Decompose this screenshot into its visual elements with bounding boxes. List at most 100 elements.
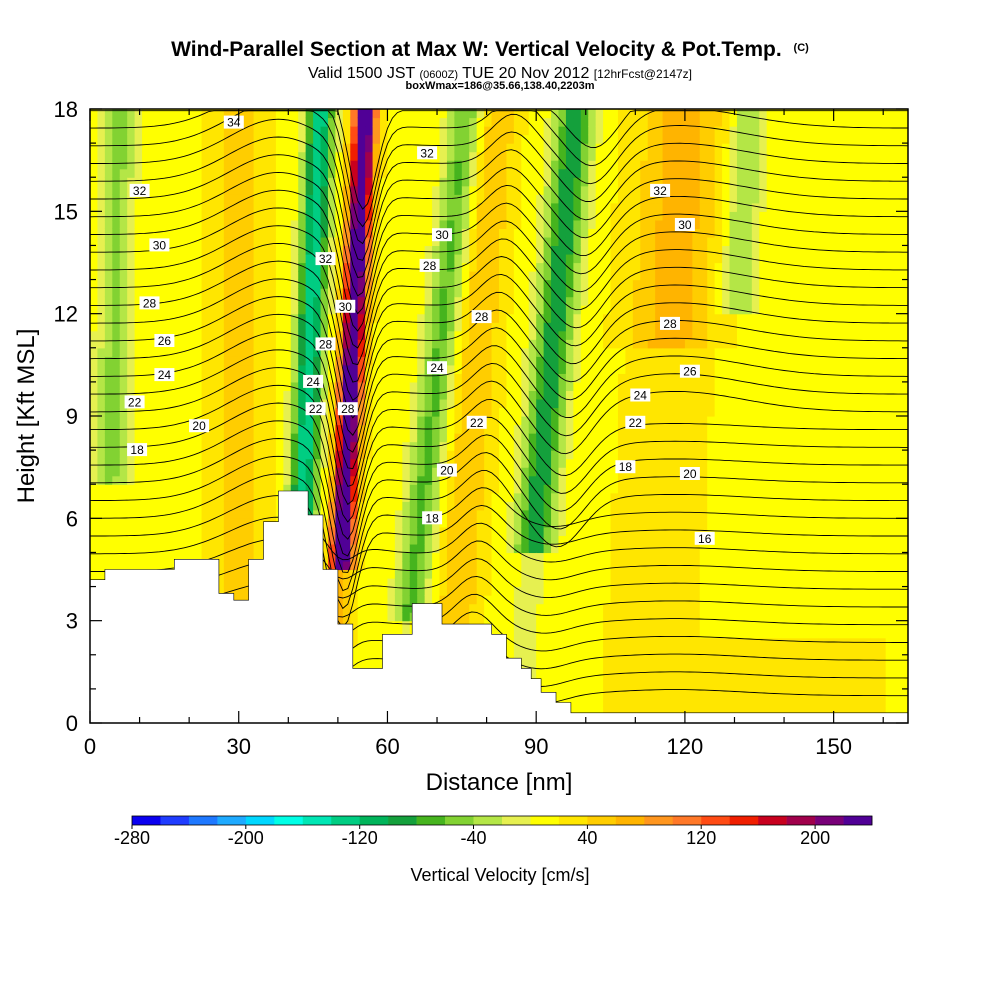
velocity-cell [580,364,589,374]
velocity-cell [327,202,336,212]
velocity-cell [469,595,478,605]
velocity-cell [90,569,99,579]
velocity-cell [179,296,188,306]
velocity-cell [402,612,411,622]
velocity-cell [469,398,478,409]
velocity-cell [216,416,225,426]
velocity-cell [127,373,136,383]
velocity-cell [506,364,515,374]
velocity-cell [380,535,389,545]
velocity-cell [290,398,299,409]
velocity-cell [97,441,106,451]
velocity-cell [446,492,455,502]
velocity-cell [491,143,500,153]
velocity-cell [439,305,448,315]
velocity-cell [588,501,597,511]
velocity-cell [394,168,403,178]
velocity-cell [156,211,165,221]
velocity-cell [238,484,247,494]
velocity-cell [387,177,396,187]
velocity-cell [469,450,478,460]
velocity-cell [268,313,277,323]
velocity-cell [536,339,545,349]
velocity-cell [142,202,151,212]
velocity-cell [387,253,396,264]
velocity-cell [513,305,522,315]
velocity-cell [231,484,240,494]
velocity-cell [603,578,612,588]
velocity-cell [268,433,277,443]
velocity-cell [402,305,411,315]
velocity-cell [513,143,522,153]
velocity-cell [543,134,552,144]
velocity-cell [104,398,113,409]
velocity-cell [320,450,329,460]
velocity-cell [372,151,381,161]
velocity-cell [565,381,574,392]
velocity-cell [194,126,203,136]
velocity-cell [565,458,574,468]
velocity-cell [216,535,225,545]
velocity-cell [313,117,322,127]
velocity-cell [142,262,151,272]
velocity-cell [231,143,240,153]
velocity-cell [335,313,344,323]
velocity-cell [208,143,218,153]
velocity-cell [446,253,455,264]
velocity-cell [119,109,128,119]
velocity-cell [424,228,433,238]
velocity-cell [461,168,470,178]
velocity-cell [156,560,165,571]
velocity-cell [127,416,136,426]
velocity-cell [387,441,396,451]
velocity-cell [402,552,411,562]
velocity-cell [365,151,374,161]
velocity-cell [551,339,560,349]
velocity-cell [372,603,381,613]
velocity-cell [528,109,537,119]
velocity-cell [402,407,411,417]
velocity-cell [246,450,255,460]
velocity-cell [461,330,470,340]
velocity-cell [90,126,99,136]
velocity-cell [469,347,478,357]
velocity-cell [536,560,545,571]
velocity-cell [238,245,247,255]
velocity-cell [305,160,314,170]
velocity-cell [499,296,508,306]
velocity-cell [253,458,262,468]
velocity-cell [424,313,433,323]
velocity-cell [439,416,448,426]
velocity-cell [275,219,284,229]
velocity-cell [461,569,470,579]
velocity-cell [528,407,537,417]
velocity-cell [179,433,188,443]
velocity-cell [603,646,612,656]
velocity-cell [186,356,195,366]
velocity-cell [551,671,560,681]
velocity-cell [558,134,567,144]
velocity-cell [327,390,336,400]
velocity-cell [365,228,374,238]
velocity-cell [394,535,403,545]
velocity-cell [565,160,574,170]
velocity-cell [223,194,232,204]
velocity-cell [439,552,448,562]
velocity-cell [603,629,612,639]
velocity-cell [327,407,336,417]
velocity-cell [350,612,359,622]
velocity-cell [327,467,336,477]
velocity-cell [476,552,485,562]
velocity-cell [313,134,322,144]
velocity-cell [454,492,463,502]
velocity-cell [119,245,128,255]
velocity-cell [499,552,508,562]
velocity-cell [365,117,374,127]
velocity-cell [402,347,411,357]
velocity-cell [156,109,165,119]
velocity-cell [551,646,560,656]
velocity-cell [439,398,448,409]
velocity-cell [528,603,537,613]
velocity-cell [476,433,485,443]
velocity-cell [365,424,374,434]
